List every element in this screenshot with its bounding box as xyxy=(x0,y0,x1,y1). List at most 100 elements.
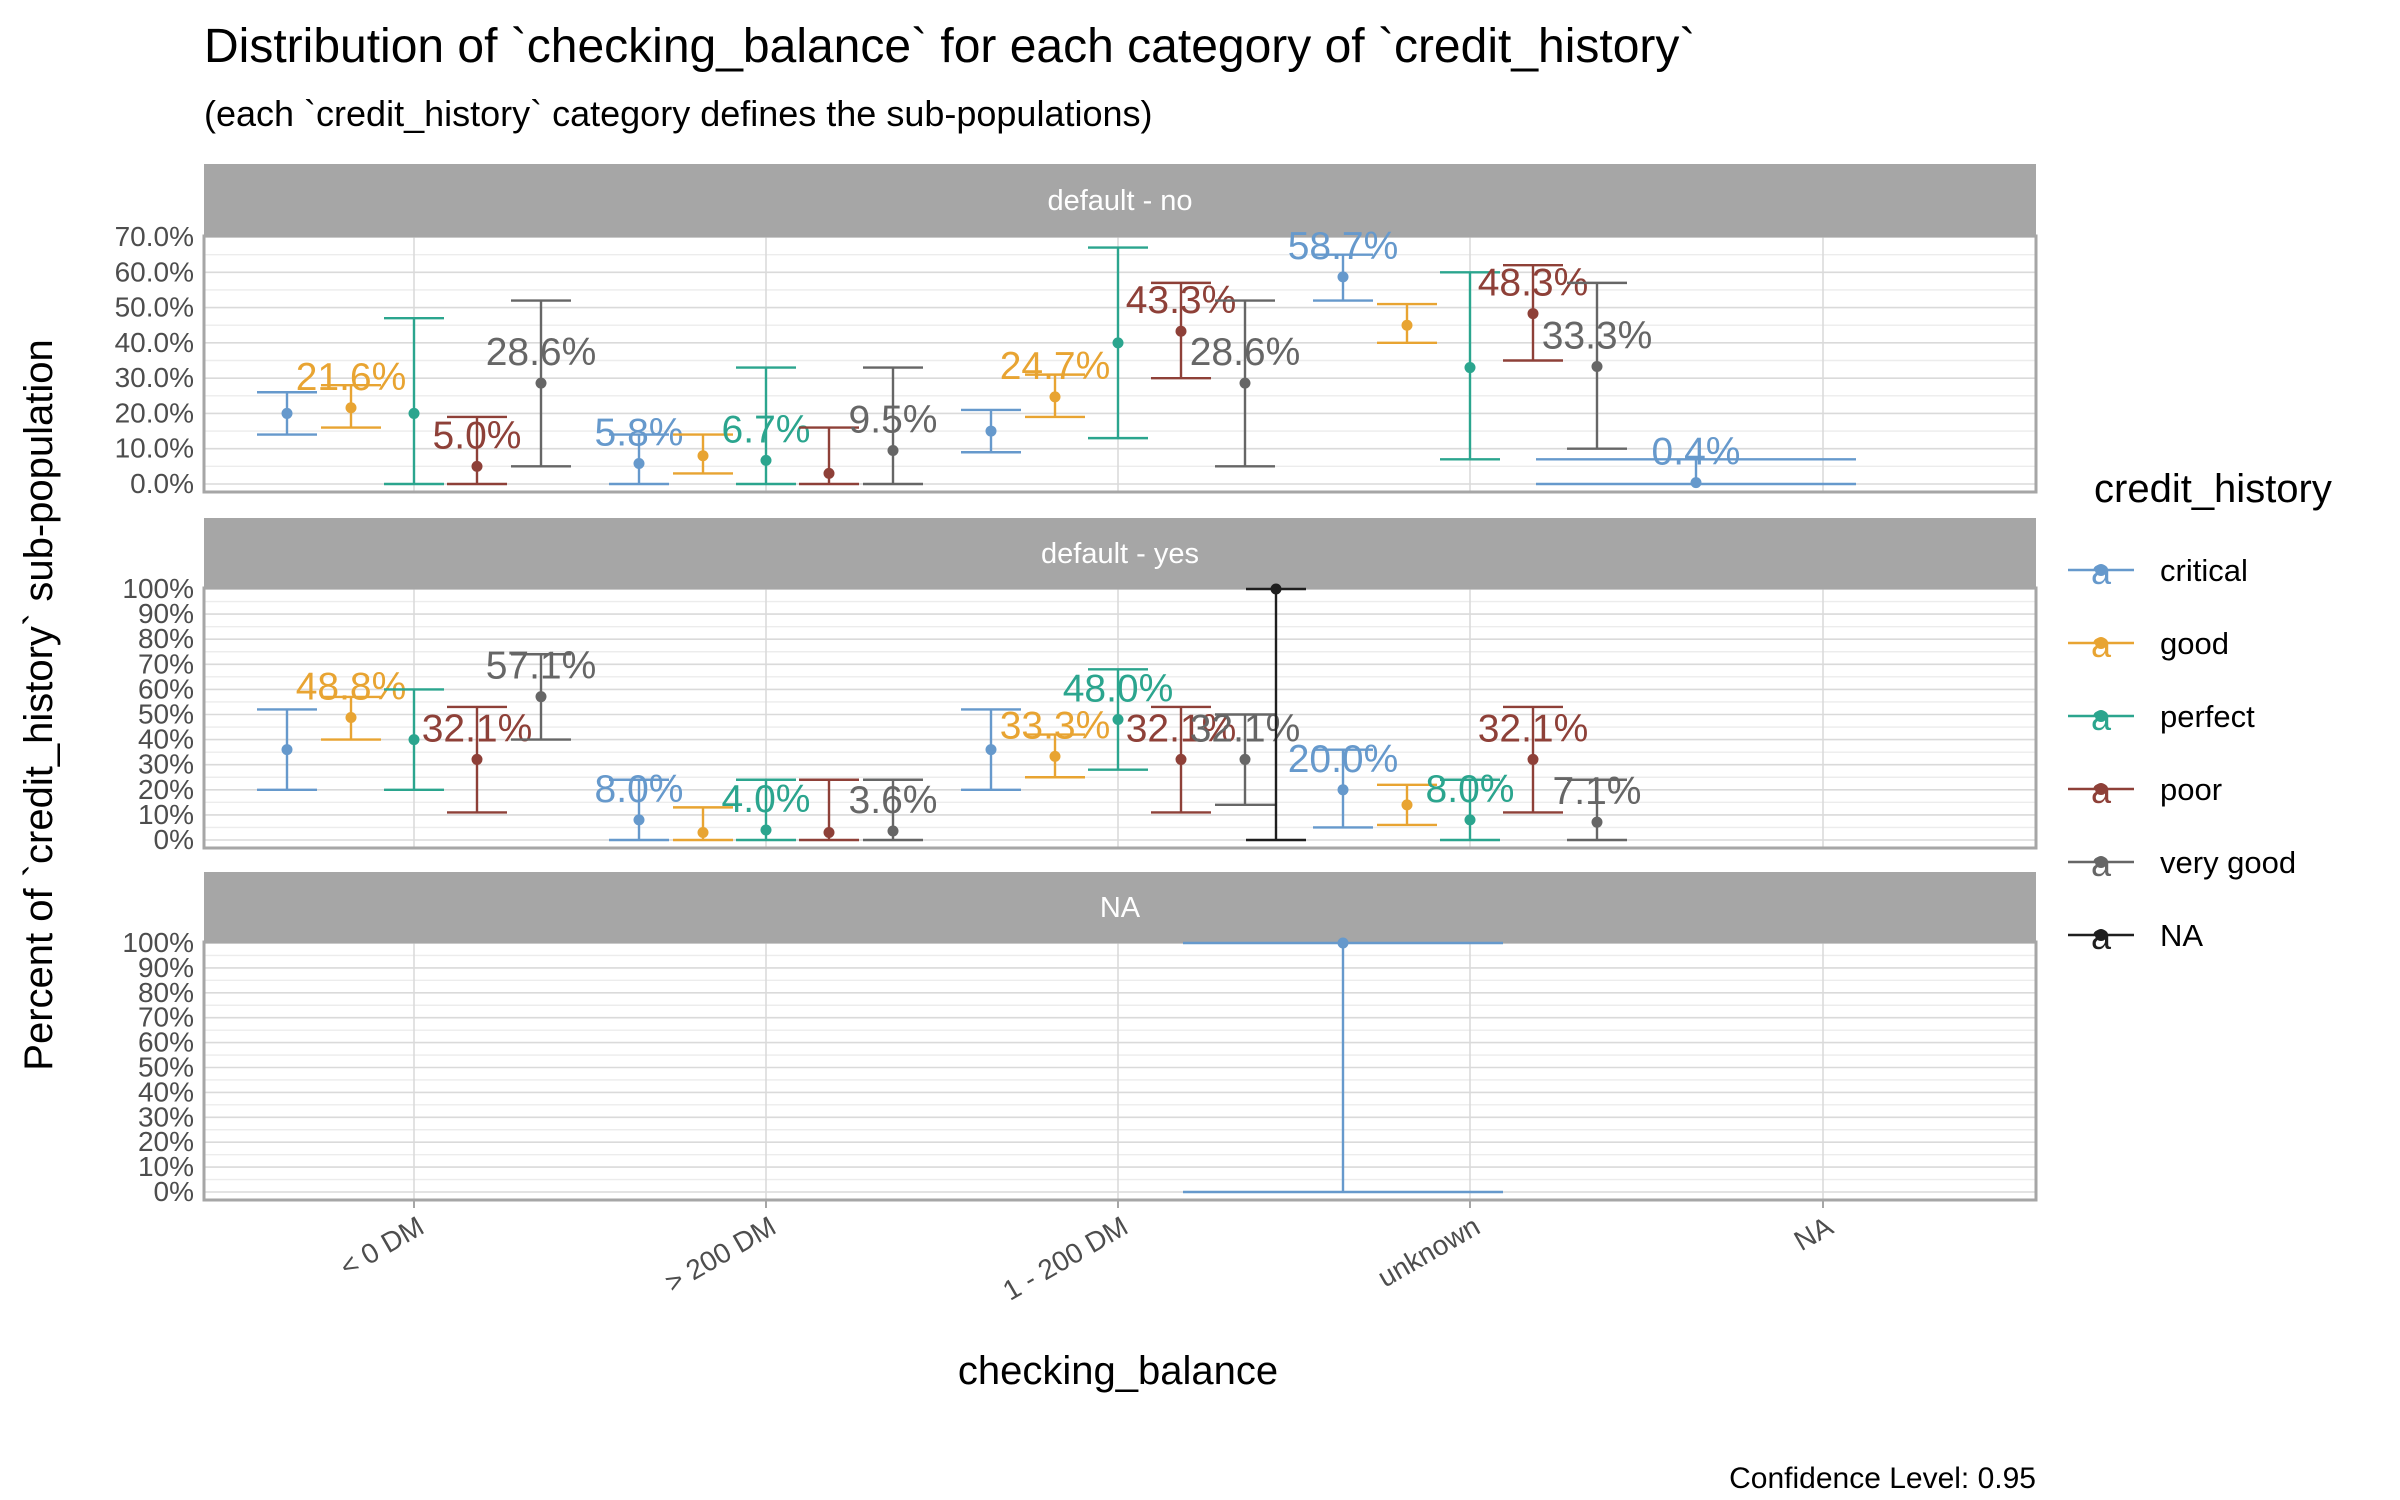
error-bar: 3.6% xyxy=(849,778,938,842)
error-bar: 20.0% xyxy=(1288,738,1398,829)
data-point xyxy=(697,450,709,462)
x-axis: < 0 DM > 200 DM 1 - 200 DM unknown NA xyxy=(335,1200,1838,1306)
data-label: 21.6% xyxy=(296,356,407,399)
data-point xyxy=(1175,753,1187,765)
error-bar xyxy=(257,708,317,791)
x-tick-label: 1 - 200 DM xyxy=(998,1210,1133,1306)
facet-strip xyxy=(204,872,2036,942)
data-label: 5.0% xyxy=(433,414,522,457)
data-label: 5.8% xyxy=(595,412,684,455)
facet-panel: default - yes 0%10%20%30%40%50%60%70%80%9… xyxy=(122,518,2038,855)
error-bar: 58.7% xyxy=(1288,225,1398,302)
data-point xyxy=(1690,477,1702,489)
y-tick-label: 30% xyxy=(138,749,194,780)
panel-border xyxy=(202,234,2038,494)
data-point xyxy=(633,458,645,470)
data-point xyxy=(408,734,420,746)
data-label: 48.0% xyxy=(1063,668,1174,711)
error-bar xyxy=(1088,246,1148,440)
error-bar xyxy=(799,778,859,842)
data-point xyxy=(535,377,547,389)
legend-label: poor xyxy=(2160,772,2222,807)
legend-label: perfect xyxy=(2160,699,2255,734)
legend-title: credit_history xyxy=(2094,467,2332,511)
data-label: 7.1% xyxy=(1553,770,1642,813)
error-bar: 5.0% xyxy=(433,414,522,486)
error-bar: 48.8% xyxy=(296,666,406,741)
error-bar: 4.0% xyxy=(722,778,811,842)
error-bar: 57.1% xyxy=(486,645,596,741)
error-bar xyxy=(673,806,733,842)
y-tick-label: 10% xyxy=(138,1151,194,1182)
error-bar: 32.1% xyxy=(1190,707,1300,807)
data-point xyxy=(1270,583,1282,595)
error-bar xyxy=(673,433,733,475)
facet-strip-label: NA xyxy=(1100,892,1141,924)
legend: credit_history a critical a good a perfect a po… xyxy=(2068,467,2332,957)
error-bar: 9.5% xyxy=(849,366,938,486)
error-bar xyxy=(257,391,317,436)
y-tick-label: 100% xyxy=(122,927,194,958)
legend-key-glyph: a xyxy=(2091,624,2112,665)
y-tick-label: 60% xyxy=(138,1027,194,1058)
legend-key-point xyxy=(2095,637,2107,649)
data-point xyxy=(1464,362,1476,374)
data-point xyxy=(1527,308,1539,320)
error-bar: 6.7% xyxy=(722,366,810,486)
data-point xyxy=(823,467,835,479)
data-point xyxy=(1337,784,1349,796)
legend-key-glyph: a xyxy=(2091,916,2112,957)
legend-key-glyph: a xyxy=(2091,551,2112,592)
error-bar xyxy=(1183,937,1503,1194)
data-point xyxy=(1591,816,1603,828)
y-tick-label: 30% xyxy=(138,1101,194,1132)
data-point xyxy=(535,691,547,703)
y-tick-label: 80% xyxy=(138,623,194,654)
legend-key-point xyxy=(2095,564,2107,576)
data-label: 4.0% xyxy=(722,778,811,821)
data-label: 33.3% xyxy=(1542,314,1653,357)
y-tick-label: 70% xyxy=(138,1002,194,1033)
y-tick-label: 50% xyxy=(138,699,194,730)
data-point xyxy=(1337,271,1349,283)
facet-panel: NA 0%10%20%30%40%50%60%70%80%90%100% xyxy=(122,872,2038,1207)
error-bar xyxy=(384,316,444,486)
y-tick-label: 100% xyxy=(122,573,194,604)
data-point xyxy=(1239,753,1251,765)
error-bar xyxy=(1246,583,1306,842)
error-bar: 28.6% xyxy=(486,299,596,468)
data-point xyxy=(281,744,293,756)
y-tick-label: 0% xyxy=(154,1176,194,1207)
y-tick-label: 70% xyxy=(138,648,194,679)
legend-label: good xyxy=(2160,626,2229,661)
error-bar: 32.1% xyxy=(1478,705,1589,814)
data-label: 28.6% xyxy=(1190,331,1301,374)
facet-strip-label: default - no xyxy=(1047,185,1192,217)
data-point xyxy=(471,460,483,472)
error-bar: 48.0% xyxy=(1063,668,1174,771)
data-point xyxy=(760,824,772,836)
data-point xyxy=(985,744,997,756)
data-label: 32.1% xyxy=(1478,707,1589,750)
y-tick-label: 70.0% xyxy=(115,221,194,252)
data-label: 9.5% xyxy=(849,398,938,441)
y-tick-label: 50% xyxy=(138,1052,194,1083)
y-tick-label: 20% xyxy=(138,1126,194,1157)
error-bar: 24.7% xyxy=(1000,345,1110,419)
y-axis-title: Percent of `credit_history` sub-populati… xyxy=(17,339,61,1070)
facet-panel: default - no 0.0% 10.0% 20.0% 30.0% 40.0% 50.0… xyxy=(115,164,2038,499)
legend-label: very good xyxy=(2160,845,2296,880)
error-bar: 21.6% xyxy=(296,356,407,429)
facet-strip xyxy=(204,164,2036,236)
data-label: 3.6% xyxy=(849,779,938,822)
data-point xyxy=(408,407,420,419)
error-bar: 33.3% xyxy=(1542,281,1653,450)
legend-label: NA xyxy=(2160,918,2203,953)
data-point xyxy=(633,814,645,826)
panel-border xyxy=(202,940,2038,1202)
data-point xyxy=(1049,391,1061,403)
legend-key-glyph: a xyxy=(2091,697,2112,738)
y-tick-label: 40.0% xyxy=(115,327,194,358)
data-point xyxy=(823,826,835,838)
